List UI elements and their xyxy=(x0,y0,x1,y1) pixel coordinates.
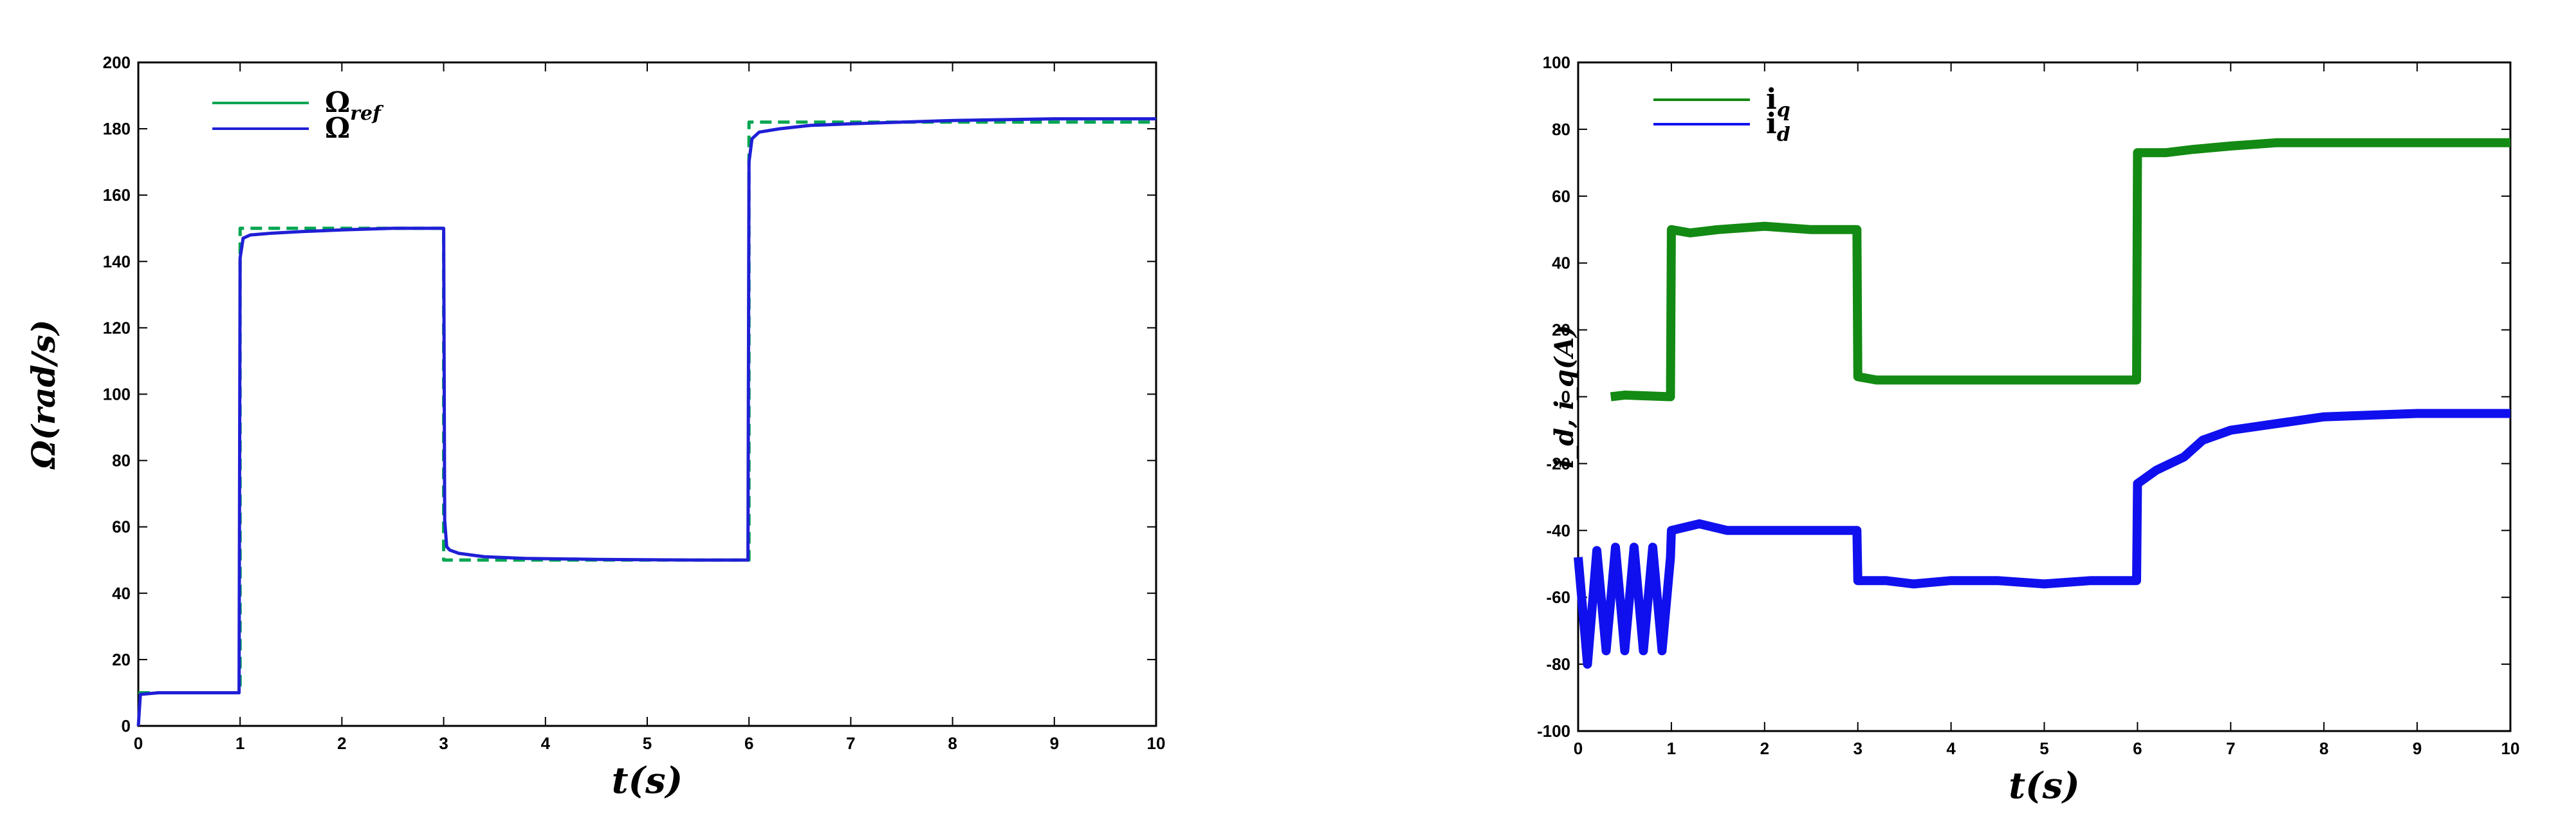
y-tick-label: 200 xyxy=(103,53,131,72)
y-tick-label: 60 xyxy=(1552,187,1570,206)
current-chart: 0 1 2 3 4 5 6 7 8 9 10 -100 -80 -60 -40 -20 0 20 40 60 80 100… xyxy=(1537,53,2520,807)
legend-entry: iq xyxy=(1766,83,1790,122)
y-tick-label: -100 xyxy=(1537,721,1570,741)
x-tick-label: 8 xyxy=(2319,739,2328,758)
x-tick-label: 0 xyxy=(1574,739,1583,758)
x-tick-label: 4 xyxy=(541,734,551,753)
speed-chart: 0 1 2 3 4 5 6 7 8 9 10020406080100120140160180200Ω… xyxy=(24,53,1165,802)
y-tick-label: -40 xyxy=(1546,521,1570,540)
y-tick-label: 80 xyxy=(1552,120,1570,139)
legend-entry: Ωref xyxy=(325,86,384,125)
y-tick-label: -60 xyxy=(1546,588,1570,607)
x-tick-label: 1 xyxy=(1667,739,1676,758)
x-tick-label: 9 xyxy=(2413,739,2422,758)
y-tick-label: 160 xyxy=(103,185,131,205)
legend-entry: id xyxy=(1766,107,1790,146)
y-tick-label: 180 xyxy=(103,119,131,138)
x-tick-label: 0 xyxy=(134,734,143,753)
y-tick-label: 60 xyxy=(112,517,131,537)
y-tick-label: 140 xyxy=(103,252,131,271)
x-tick-label: 7 xyxy=(2226,739,2235,758)
y-axis-label: Ω(rad/s) xyxy=(24,320,62,470)
series-line-Ω-ref xyxy=(138,120,1156,694)
y-tick-label: -80 xyxy=(1546,654,1570,674)
y-tick-label: 80 xyxy=(112,451,131,470)
y-tick-label: 20 xyxy=(1552,320,1570,340)
legend-entry: Ω xyxy=(325,112,350,145)
x-tick-label: 2 xyxy=(1760,739,1769,758)
x-tick-label: 6 xyxy=(2133,739,2142,758)
y-tick-label: 100 xyxy=(103,385,131,404)
x-tick-label: 1 xyxy=(235,734,244,753)
series-line-i-d xyxy=(1574,409,2510,669)
y-tick-label: 40 xyxy=(1552,254,1570,273)
y-tick-label: 20 xyxy=(112,650,131,669)
y-tick-label: -20 xyxy=(1546,454,1570,473)
x-tick-label: 6 xyxy=(744,734,753,753)
plot-frame xyxy=(137,61,1157,727)
y-tick-label: 120 xyxy=(103,318,131,337)
y-tick-label: 40 xyxy=(112,584,131,603)
y-tick-label: 100 xyxy=(1543,53,1570,72)
y-tick-label: 0 xyxy=(1561,387,1570,407)
x-tick-label: 10 xyxy=(2501,739,2520,758)
y-tick-label: 0 xyxy=(122,716,131,736)
x-tick-label: 5 xyxy=(2039,739,2048,758)
x-tick-label: 3 xyxy=(1853,739,1862,758)
x-tick-label: 3 xyxy=(439,734,448,753)
x-tick-label: 4 xyxy=(1946,739,1956,758)
x-tick-label: 9 xyxy=(1050,734,1059,753)
series-line-i-q xyxy=(1610,138,2510,402)
x-tick-label: 8 xyxy=(948,734,957,753)
x-tick-label: 7 xyxy=(846,734,855,753)
x-tick-label: 2 xyxy=(337,734,346,753)
series-line-Ω xyxy=(136,117,1156,727)
x-tick-label: 5 xyxy=(643,734,652,753)
x-tick-label: 10 xyxy=(1147,734,1166,753)
x-axis-label: t(s) xyxy=(612,759,683,802)
y-axis-label: i_d, i_q(A) xyxy=(1549,325,1579,468)
x-axis-label: t(s) xyxy=(2009,765,2079,807)
plot-frame xyxy=(1577,61,2512,732)
